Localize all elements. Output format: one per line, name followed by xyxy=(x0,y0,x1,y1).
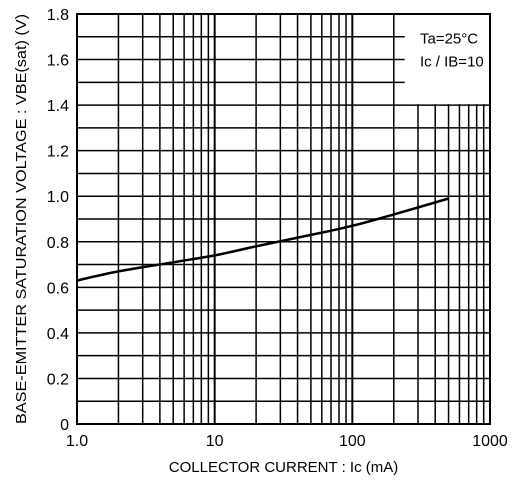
y-tick-label: 1.6 xyxy=(47,53,69,70)
annotation-box xyxy=(404,15,489,105)
y-tick-label: 1.4 xyxy=(47,98,69,115)
y-tick-labels: 0 0.2 0.4 0.6 0.8 1.0 1.2 1.4 1.6 1.8 xyxy=(47,7,69,434)
y-tick-label: 0.6 xyxy=(47,280,69,297)
y-tick-label: 1.8 xyxy=(47,7,69,24)
x-tick-label: 10 xyxy=(206,433,224,450)
y-tick-label: 0.2 xyxy=(47,371,69,388)
y-tick-label: 1.0 xyxy=(47,189,69,206)
y-tick-label: 0 xyxy=(60,417,69,434)
y-axis-label: BASE-EMITTER SATURATION VOLTAGE : VBE(sa… xyxy=(13,14,30,424)
x-tick-label: 1000 xyxy=(472,433,508,450)
x-tick-labels: 1.0 10 100 1000 xyxy=(66,433,508,450)
x-tick-label: 100 xyxy=(339,433,366,450)
annotation-current-ratio: Ic / IB=10 xyxy=(420,53,484,70)
y-tick-label: 0.4 xyxy=(47,326,69,343)
x-axis-label: COLLECTOR CURRENT : Ic (mA) xyxy=(169,459,398,476)
y-tick-label: 0.8 xyxy=(47,235,69,252)
y-tick-label: 1.2 xyxy=(47,144,69,161)
plot-frame xyxy=(76,13,491,425)
series-group xyxy=(76,197,449,282)
vbe-sat-curve xyxy=(76,197,449,282)
grid xyxy=(77,14,490,424)
annotation-temperature: Ta=25°C xyxy=(420,31,478,48)
x-tick-label: 1.0 xyxy=(66,433,88,450)
